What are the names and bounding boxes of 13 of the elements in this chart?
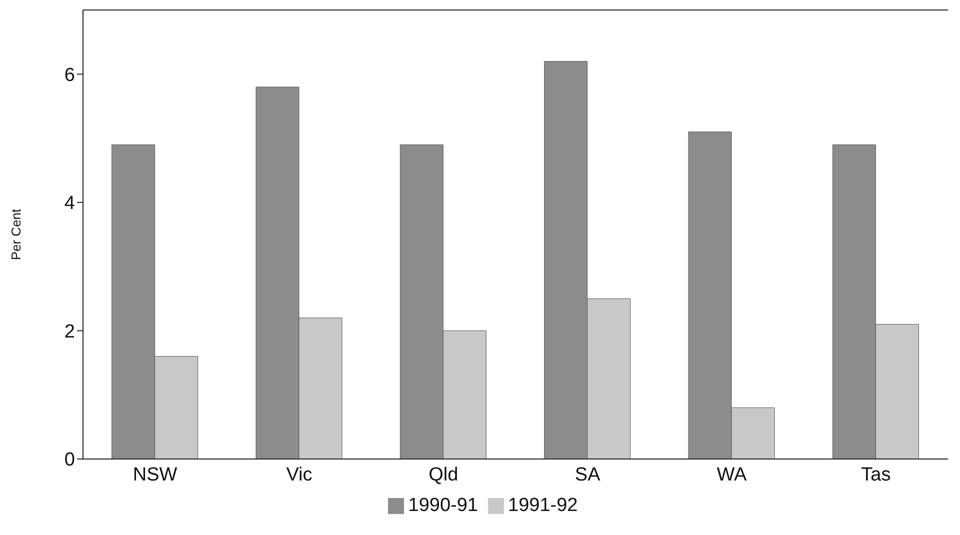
x-tick-label: Tas <box>861 464 891 486</box>
x-tick-label: SA <box>574 464 601 486</box>
y-tick-label: 4 <box>64 193 76 214</box>
x-tick-label: WA <box>716 464 748 486</box>
x-tick-label: NSW <box>132 464 178 486</box>
x-tick-label: Qld <box>428 464 458 486</box>
legend-label: 1991-92 <box>508 495 578 516</box>
y-tick-label: 2 <box>64 321 75 342</box>
legend-label: 1990-91 <box>408 495 478 516</box>
y-axis-title: Per Cent <box>8 208 24 260</box>
x-tick-label: Vic <box>286 464 312 486</box>
y-tick-label: 6 <box>64 64 75 86</box>
y-tick-label: 0 <box>64 450 75 471</box>
